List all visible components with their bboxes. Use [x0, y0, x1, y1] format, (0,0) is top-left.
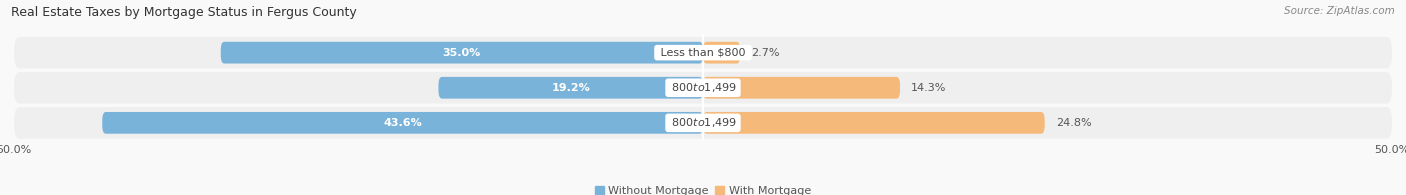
Text: $800 to $1,499: $800 to $1,499 [668, 116, 738, 129]
FancyBboxPatch shape [703, 42, 740, 64]
Text: 43.6%: 43.6% [384, 118, 422, 128]
Text: 35.0%: 35.0% [443, 48, 481, 58]
FancyBboxPatch shape [14, 107, 1392, 139]
FancyBboxPatch shape [703, 77, 900, 99]
FancyBboxPatch shape [103, 112, 703, 134]
Text: $800 to $1,499: $800 to $1,499 [668, 81, 738, 94]
FancyBboxPatch shape [439, 77, 703, 99]
Text: 2.7%: 2.7% [751, 48, 780, 58]
Text: 14.3%: 14.3% [911, 83, 946, 93]
Text: 24.8%: 24.8% [1056, 118, 1091, 128]
Legend: Without Mortgage, With Mortgage: Without Mortgage, With Mortgage [591, 181, 815, 195]
Text: Real Estate Taxes by Mortgage Status in Fergus County: Real Estate Taxes by Mortgage Status in … [11, 6, 357, 19]
FancyBboxPatch shape [14, 72, 1392, 104]
FancyBboxPatch shape [703, 112, 1045, 134]
FancyBboxPatch shape [14, 37, 1392, 68]
Text: Source: ZipAtlas.com: Source: ZipAtlas.com [1284, 6, 1395, 16]
FancyBboxPatch shape [221, 42, 703, 64]
Text: 19.2%: 19.2% [551, 83, 591, 93]
Text: Less than $800: Less than $800 [657, 48, 749, 58]
